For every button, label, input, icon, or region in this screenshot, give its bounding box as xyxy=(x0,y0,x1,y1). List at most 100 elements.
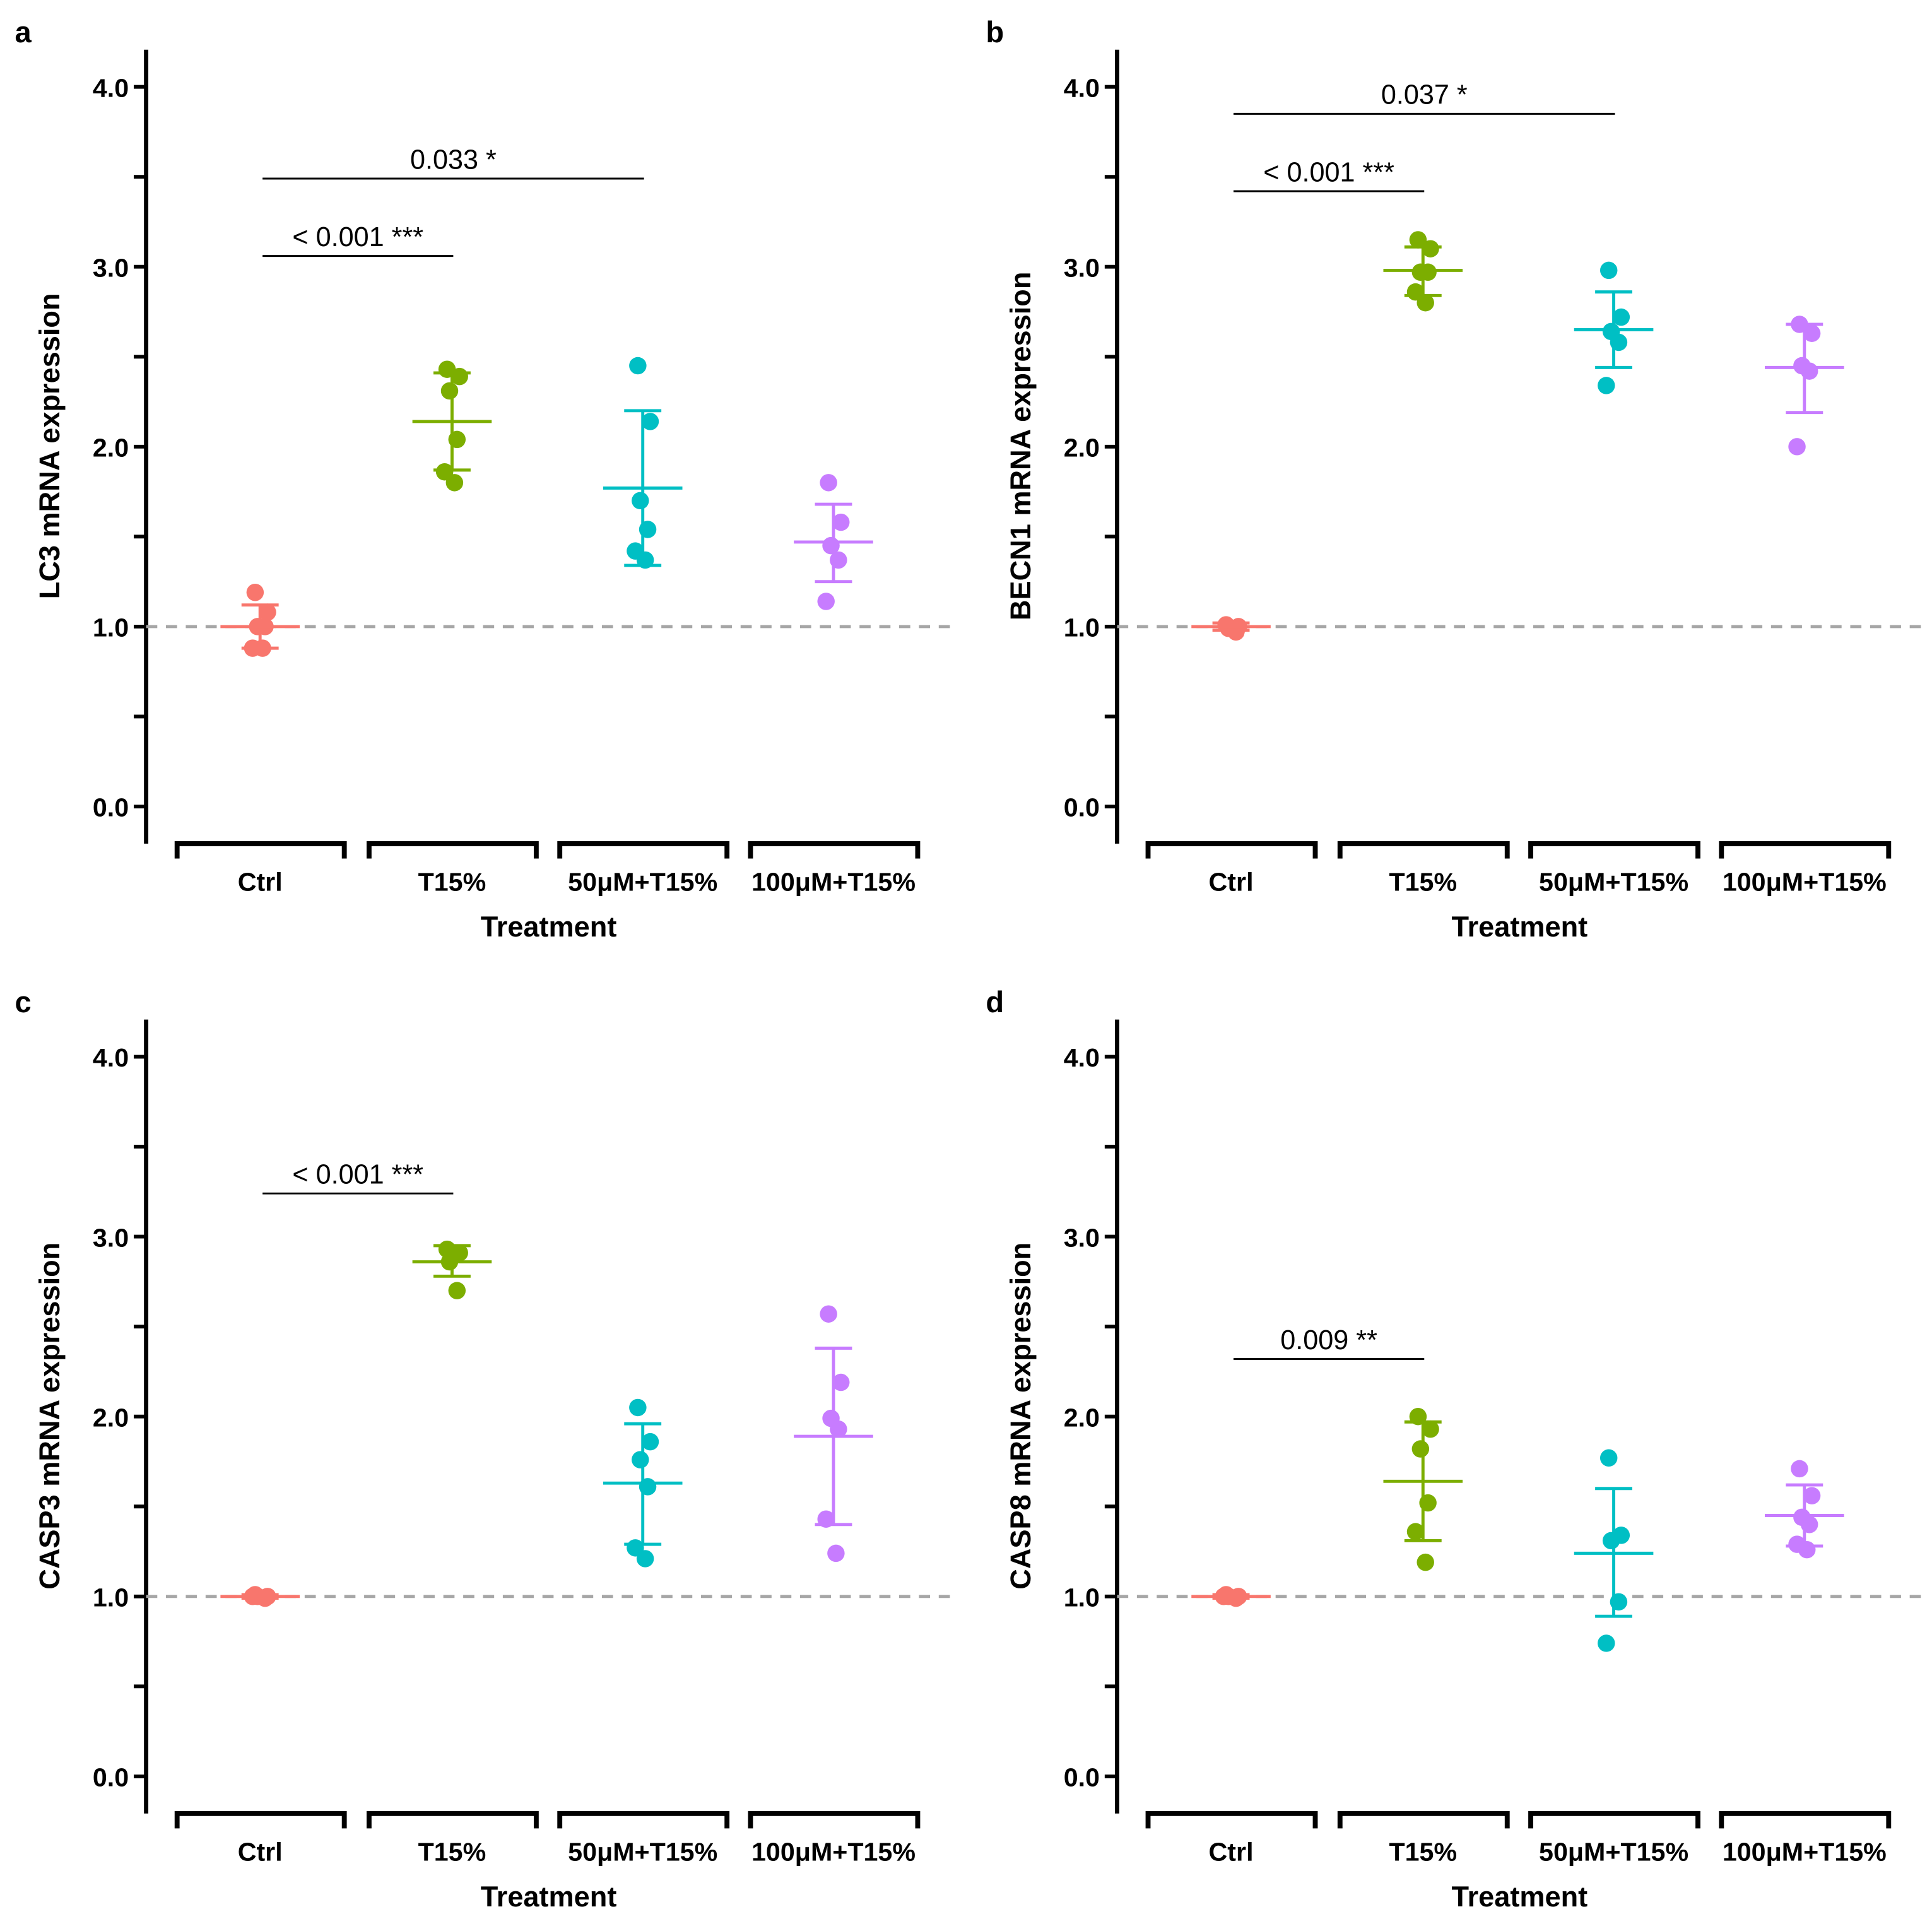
y-axis-label: CASP8 mRNA expression xyxy=(1004,1243,1037,1590)
data-point xyxy=(632,492,649,510)
x-group-bracket xyxy=(748,841,921,859)
data-point xyxy=(1803,1487,1821,1504)
x-group-bracket xyxy=(748,1811,921,1829)
data-point xyxy=(632,1451,649,1468)
data-point xyxy=(1419,263,1437,281)
x-tick-label: T15% xyxy=(1389,867,1457,896)
data-point xyxy=(830,1420,847,1438)
data-point xyxy=(817,1510,835,1528)
data-point xyxy=(448,430,466,449)
chart-panel-d: d 0.0 1.0 2.0 3.0 4.0 CASP8 mRNA expression Ctr… xyxy=(986,985,1925,1913)
data-point xyxy=(1598,377,1615,394)
chart-panel-c: c 0.0 1.0 2.0 3.0 4.0 CASP3 mRNA expression Ctr… xyxy=(15,985,954,1913)
data-point xyxy=(832,513,850,531)
x-group-bracket xyxy=(1337,841,1510,859)
x-group-bracket xyxy=(1337,1811,1510,1829)
data-point xyxy=(1417,1553,1434,1571)
data-point xyxy=(445,474,464,492)
x-group-bracket xyxy=(557,841,730,859)
data-point xyxy=(1800,1516,1818,1533)
data-point xyxy=(1798,1540,1816,1559)
y-tick-label: 4.0 xyxy=(93,1043,129,1072)
y-tick-label: 0.0 xyxy=(93,1763,129,1792)
y-tick-label: 3.0 xyxy=(93,253,129,282)
x-tick-label: T15% xyxy=(418,1837,486,1866)
data-point xyxy=(1599,261,1618,280)
x-group-bracket xyxy=(366,841,539,859)
y-tick-label: 3.0 xyxy=(1064,253,1100,282)
data-point xyxy=(246,584,264,601)
x-tick-label: Ctrl xyxy=(238,867,283,896)
data-point xyxy=(629,357,647,375)
data-point xyxy=(1422,1420,1439,1438)
chart-panel-a: a 0.0 1.0 2.0 3.0 4.0 LC3 mRNA expression Ctrl T… xyxy=(15,15,954,943)
y-tick-label: 1.0 xyxy=(1064,1583,1100,1612)
data-point xyxy=(1800,362,1818,380)
x-axis-label: Treatment xyxy=(481,911,617,943)
data-point xyxy=(1417,293,1434,312)
data-point xyxy=(1612,308,1630,326)
significance-label: 0.033 * xyxy=(410,145,497,175)
significance-label: < 0.001 *** xyxy=(1263,157,1394,187)
x-group-bracket xyxy=(1145,1811,1318,1829)
data-point xyxy=(639,521,657,538)
x-tick-label: 50μM+T15% xyxy=(1539,1837,1688,1866)
x-tick-label: 50μM+T15% xyxy=(568,1837,717,1866)
data-point xyxy=(1598,1634,1615,1652)
x-group-bracket xyxy=(174,1811,347,1829)
y-axis-label: CASP3 mRNA expression xyxy=(33,1243,66,1590)
y-tick-label: 4.0 xyxy=(1064,1043,1100,1072)
x-tick-label: Ctrl xyxy=(238,1837,283,1866)
data-point xyxy=(817,593,835,610)
data-point xyxy=(1803,324,1821,342)
data-point xyxy=(451,367,468,386)
significance-label: 0.037 * xyxy=(1381,80,1468,110)
data-point xyxy=(820,1305,837,1323)
data-point xyxy=(1406,1523,1425,1540)
data-point xyxy=(641,1433,659,1451)
x-tick-label: 50μM+T15% xyxy=(1539,867,1688,896)
y-axis-label: LC3 mRNA expression xyxy=(33,293,66,599)
x-group-bracket xyxy=(1145,841,1318,859)
y-tick-label: 0.0 xyxy=(1064,1763,1100,1792)
data-point xyxy=(832,1373,850,1391)
significance-label: 0.009 ** xyxy=(1280,1325,1377,1356)
y-tick-label: 2.0 xyxy=(93,1403,129,1432)
data-point xyxy=(254,639,271,657)
y-tick-label: 2.0 xyxy=(93,434,129,463)
y-tick-label: 3.0 xyxy=(93,1223,129,1252)
x-tick-label: Ctrl xyxy=(1209,867,1254,896)
data-point xyxy=(1422,240,1439,257)
y-tick-label: 4.0 xyxy=(1064,73,1100,102)
x-tick-label: T15% xyxy=(418,867,486,896)
data-point xyxy=(440,382,459,400)
x-axis-label: Treatment xyxy=(481,1881,617,1913)
x-tick-label: T15% xyxy=(1389,1837,1457,1866)
x-group-bracket xyxy=(1719,841,1892,859)
data-point xyxy=(1599,1449,1618,1467)
data-point xyxy=(641,413,659,430)
data-point xyxy=(1610,333,1628,351)
x-tick-label: 100μM+T15% xyxy=(1723,867,1887,896)
y-tick-label: 3.0 xyxy=(1064,1223,1100,1252)
data-point xyxy=(1419,1494,1437,1512)
y-tick-label: 0.0 xyxy=(1064,793,1100,822)
data-point xyxy=(629,1398,647,1417)
data-point xyxy=(259,603,276,621)
significance-label: < 0.001 *** xyxy=(292,1159,423,1190)
data-point xyxy=(830,551,847,569)
data-point xyxy=(827,1544,845,1563)
y-tick-label: 1.0 xyxy=(1064,613,1100,642)
y-tick-label: 4.0 xyxy=(93,73,129,102)
x-tick-label: Ctrl xyxy=(1209,1837,1254,1866)
y-tick-label: 1.0 xyxy=(93,613,129,642)
panel-label: c xyxy=(15,985,32,1019)
x-group-bracket xyxy=(1528,1811,1700,1829)
data-point xyxy=(639,1478,657,1496)
x-tick-label: 100μM+T15% xyxy=(1723,1837,1887,1866)
data-point xyxy=(1788,438,1806,456)
y-tick-label: 0.0 xyxy=(93,793,129,822)
x-group-bracket xyxy=(174,841,347,859)
data-point xyxy=(1411,1440,1430,1458)
